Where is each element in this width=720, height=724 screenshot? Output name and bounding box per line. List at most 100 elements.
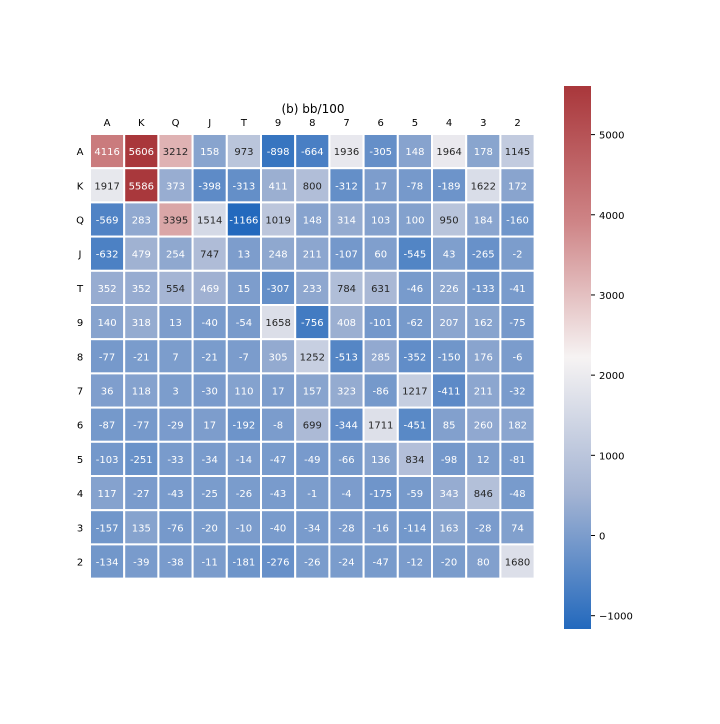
heatmap-cells: 4116 5606 3212 158 973 -898 -664 1936 -305 148 196… (89, 133, 536, 580)
cell-value-label: 43 (443, 250, 456, 261)
heatmap-cell (225, 509, 263, 546)
heatmap-cell (362, 304, 399, 341)
y-tick-label: 7 (77, 387, 83, 398)
heatmap-cell (123, 269, 160, 306)
cell-value-label: -21 (202, 352, 218, 363)
colorbar-ticks: −1000 0 1000 2000 3000 4000 5000 (591, 131, 633, 623)
cell-value-label: 1936 (334, 147, 359, 158)
heatmap-cell (396, 543, 433, 580)
y-tick-label: 8 (77, 352, 83, 363)
cell-value-label: 163 (440, 523, 459, 534)
cell-value-label: 554 (166, 284, 185, 295)
cell-value-label: 352 (98, 284, 117, 295)
cell-value-label: 207 (440, 318, 459, 329)
cell-value-label: -54 (236, 318, 252, 329)
cell-value-label: -25 (202, 489, 218, 500)
cell-value-label: -175 (369, 489, 392, 500)
cell-value-label: -41 (509, 284, 525, 295)
cell-value-label: 162 (474, 318, 493, 329)
cell-value-label: 211 (474, 387, 493, 398)
cell-value-label: -189 (438, 181, 461, 192)
heatmap-cell (499, 304, 536, 341)
cell-value-label: 373 (166, 181, 185, 192)
cell-value-label: -47 (373, 558, 389, 569)
cell-value-label: -101 (369, 318, 392, 329)
heatmap-cell (157, 304, 194, 341)
y-tick-label: 5 (77, 455, 83, 466)
cell-value-label: 140 (98, 318, 117, 329)
cell-value-label: -451 (404, 421, 427, 432)
cell-value-label: 110 (234, 387, 253, 398)
cell-value-label: 846 (474, 489, 493, 500)
cell-value-label: -265 (472, 250, 495, 261)
heatmap-cell (225, 372, 263, 409)
cell-value-label: 3212 (163, 147, 188, 158)
cell-value-label: -21 (133, 352, 149, 363)
cell-value-label: 176 (474, 352, 493, 363)
cell-value-label: 13 (238, 250, 251, 261)
colorbar: −1000 0 1000 2000 3000 4000 5000 (564, 86, 633, 629)
cell-value-label: -157 (96, 523, 119, 534)
cell-value-label: -411 (438, 387, 461, 398)
cell-value-label: 148 (405, 147, 424, 158)
heatmap-cell (465, 406, 502, 443)
heatmap-cell (499, 338, 536, 375)
cell-value-label: -39 (133, 558, 149, 569)
cell-value-label: 479 (132, 250, 151, 261)
cell-value-label: 747 (200, 250, 219, 261)
heatmap-cell (191, 338, 228, 375)
heatmap-cell (294, 372, 331, 409)
heatmap-cell (465, 543, 502, 580)
cell-value-label: -307 (267, 284, 290, 295)
cell-value-label: -20 (202, 523, 218, 534)
cell-value-label: -27 (133, 489, 149, 500)
cell-value-label: -12 (407, 558, 423, 569)
heatmap-cell (294, 269, 331, 306)
cell-value-label: 60 (374, 250, 387, 261)
cell-value-label: -7 (239, 352, 249, 363)
heatmap-cell (191, 475, 228, 512)
cell-value-label: 211 (303, 250, 322, 261)
heatmap-cell (89, 338, 126, 375)
cell-value-label: -38 (167, 558, 183, 569)
cell-value-label: 314 (337, 216, 356, 227)
heatmap-cell (191, 406, 228, 443)
cell-value-label: 5586 (129, 181, 154, 192)
heatmap-cell (260, 167, 297, 204)
colorbar-tick-label: 3000 (599, 291, 624, 302)
cell-value-label: -59 (407, 489, 423, 500)
heatmap-cell (123, 475, 160, 512)
cell-value-label: -305 (369, 147, 392, 158)
x-tick-label: Q (172, 118, 180, 129)
cell-value-label: -344 (335, 421, 358, 432)
cell-value-label: 323 (337, 387, 356, 398)
cell-value-label: -47 (270, 455, 286, 466)
cell-value-label: 85 (443, 421, 456, 432)
cell-value-label: 135 (132, 523, 151, 534)
cell-value-label: -34 (202, 455, 218, 466)
cell-value-label: -76 (167, 523, 183, 534)
cell-value-label: 1252 (300, 352, 325, 363)
y-tick-label: J (78, 250, 82, 261)
cell-value-label: -81 (509, 455, 525, 466)
cell-value-label: -43 (167, 489, 183, 500)
cell-value-label: 182 (508, 421, 527, 432)
cell-value-label: 1145 (505, 147, 530, 158)
heatmap-cell (191, 543, 228, 580)
cell-value-label: 285 (371, 352, 390, 363)
heatmap-cell (328, 133, 365, 170)
cell-value-label: -46 (407, 284, 423, 295)
cell-value-label: 411 (269, 181, 288, 192)
heatmap-cell (157, 167, 194, 204)
cell-value-label: -49 (304, 455, 320, 466)
cell-value-label: 1019 (265, 216, 290, 227)
heatmap-cell (89, 475, 126, 512)
cell-value-label: 631 (371, 284, 390, 295)
cell-value-label: 13 (169, 318, 182, 329)
cell-value-label: -1166 (229, 216, 258, 227)
cell-value-label: -26 (304, 558, 320, 569)
cell-value-label: -16 (373, 523, 389, 534)
cell-value-label: 305 (269, 352, 288, 363)
y-tick-labels: A K Q J T 9 8 7 6 5 4 3 2 (76, 147, 84, 568)
cell-value-label: -33 (167, 455, 183, 466)
